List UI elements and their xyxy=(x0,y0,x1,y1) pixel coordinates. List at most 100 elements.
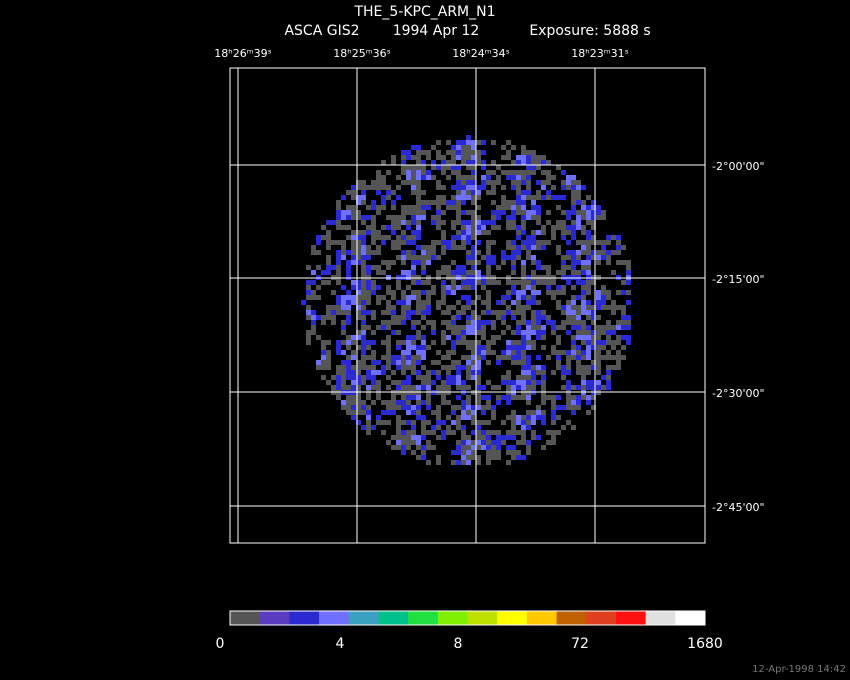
pixel xyxy=(371,180,376,185)
pixel xyxy=(581,205,586,210)
pixel xyxy=(511,240,516,245)
pixel xyxy=(531,205,536,210)
pixel xyxy=(361,325,366,330)
pixel xyxy=(441,265,446,270)
pixel xyxy=(601,305,606,310)
pixel xyxy=(581,370,586,375)
pixel xyxy=(586,380,591,385)
pixel xyxy=(326,310,331,315)
pixel xyxy=(556,300,561,305)
pixel xyxy=(341,300,346,305)
pixel xyxy=(581,340,586,345)
pixel xyxy=(481,440,486,445)
pixel xyxy=(541,420,546,425)
pixel xyxy=(381,205,386,210)
pixel xyxy=(431,425,436,430)
pixel xyxy=(506,375,511,380)
pixel xyxy=(456,425,461,430)
pixel xyxy=(416,305,421,310)
pixel xyxy=(346,365,351,370)
pixel xyxy=(526,150,531,155)
pixel xyxy=(341,245,346,250)
pixel xyxy=(521,360,526,365)
pixel xyxy=(456,440,461,445)
pixel xyxy=(521,200,526,205)
pixel xyxy=(451,225,456,230)
pixel xyxy=(476,445,481,450)
pixel xyxy=(536,355,541,360)
pixel xyxy=(581,355,586,360)
pixel xyxy=(481,160,486,165)
pixel xyxy=(441,335,446,340)
pixel xyxy=(476,355,481,360)
pixel xyxy=(611,330,616,335)
pixel xyxy=(571,180,576,185)
pixel xyxy=(596,215,601,220)
pixel xyxy=(381,195,386,200)
pixel xyxy=(381,235,386,240)
pixel xyxy=(451,320,456,325)
pixel xyxy=(381,200,386,205)
pixel xyxy=(616,260,621,265)
pixel xyxy=(536,215,541,220)
pixel xyxy=(481,285,486,290)
pixel xyxy=(351,300,356,305)
pixel xyxy=(461,440,466,445)
pixel xyxy=(456,450,461,455)
pixel xyxy=(526,440,531,445)
pixel xyxy=(376,230,381,235)
pixel xyxy=(506,215,511,220)
pixel xyxy=(611,310,616,315)
pixel xyxy=(511,330,516,335)
pixel xyxy=(551,330,556,335)
pixel xyxy=(571,250,576,255)
pixel xyxy=(356,405,361,410)
pixel xyxy=(466,240,471,245)
pixel xyxy=(421,265,426,270)
pixel xyxy=(556,285,561,290)
pixel xyxy=(496,430,501,435)
pixel xyxy=(336,370,341,375)
pixel xyxy=(336,200,341,205)
pixel xyxy=(611,270,616,275)
pixel xyxy=(561,325,566,330)
pixel xyxy=(421,215,426,220)
pixel xyxy=(401,230,406,235)
pixel xyxy=(326,270,331,275)
pixel xyxy=(566,250,571,255)
pixel xyxy=(481,420,486,425)
pixel xyxy=(451,340,456,345)
pixel xyxy=(461,365,466,370)
pixel xyxy=(596,205,601,210)
pixel xyxy=(466,150,471,155)
pixel xyxy=(446,140,451,145)
pixel xyxy=(586,240,591,245)
pixel xyxy=(371,290,376,295)
pixel xyxy=(526,450,531,455)
pixel xyxy=(341,325,346,330)
pixel xyxy=(411,430,416,435)
pixel xyxy=(401,305,406,310)
pixel xyxy=(496,435,501,440)
pixel xyxy=(436,410,441,415)
pixel xyxy=(491,215,496,220)
pixel xyxy=(546,180,551,185)
pixel xyxy=(341,375,346,380)
pixel xyxy=(536,405,541,410)
pixel xyxy=(366,265,371,270)
pixel xyxy=(411,175,416,180)
pixel xyxy=(441,420,446,425)
pixel xyxy=(416,255,421,260)
pixel xyxy=(456,245,461,250)
pixel xyxy=(556,165,561,170)
pixel xyxy=(406,365,411,370)
pixel xyxy=(566,185,571,190)
pixel xyxy=(511,145,516,150)
pixel xyxy=(371,185,376,190)
pixel xyxy=(311,250,316,255)
pixel xyxy=(501,315,506,320)
pixel xyxy=(601,325,606,330)
pixel xyxy=(521,345,526,350)
pixel xyxy=(511,290,516,295)
pixel xyxy=(406,410,411,415)
